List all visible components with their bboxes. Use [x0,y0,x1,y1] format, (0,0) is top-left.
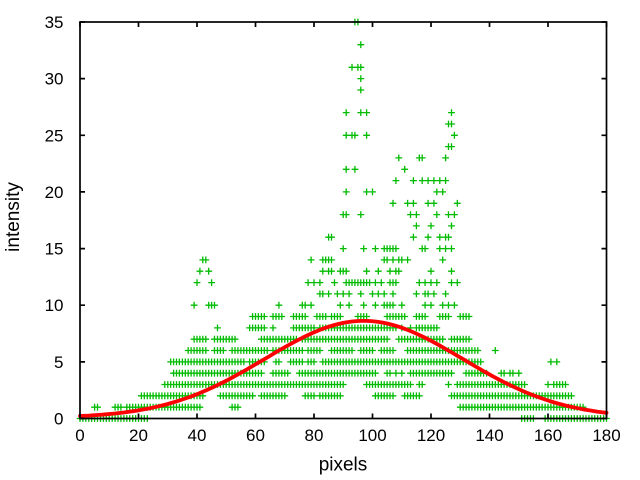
svg-text:5: 5 [54,353,63,372]
svg-text:10: 10 [45,296,64,315]
svg-text:20: 20 [129,426,148,445]
svg-text:20: 20 [45,183,64,202]
svg-text:180: 180 [592,426,620,445]
svg-text:30: 30 [45,70,64,89]
svg-text:25: 25 [45,126,64,145]
svg-text:60: 60 [246,426,265,445]
svg-text:0: 0 [75,426,84,445]
svg-text:160: 160 [534,426,562,445]
svg-text:100: 100 [358,426,386,445]
svg-text:120: 120 [417,426,445,445]
svg-text:140: 140 [475,426,503,445]
svg-text:pixels: pixels [319,455,368,476]
svg-text:80: 80 [305,426,324,445]
svg-text:35: 35 [45,13,64,32]
svg-text:intensity: intensity [3,182,24,252]
svg-text:40: 40 [188,426,207,445]
svg-text:15: 15 [45,240,64,259]
svg-text:0: 0 [54,410,63,429]
